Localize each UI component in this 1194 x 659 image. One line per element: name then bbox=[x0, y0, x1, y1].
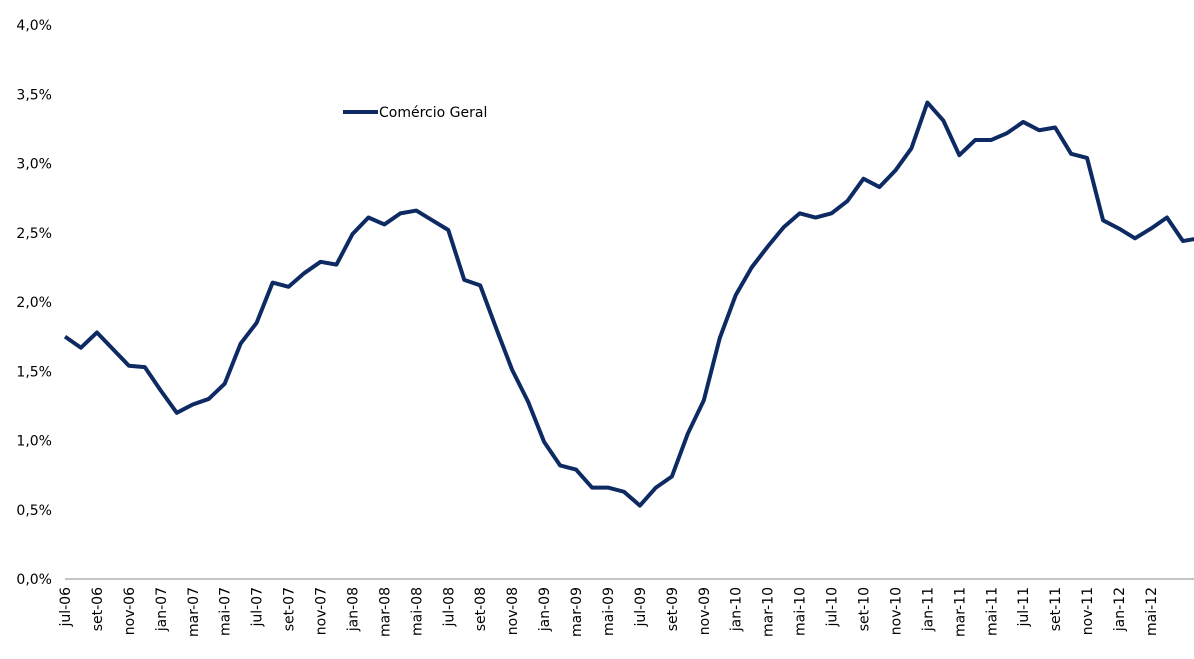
legend-label: Comércio Geral bbox=[379, 105, 487, 121]
y-tick-label: 1,5% bbox=[16, 364, 52, 380]
x-tick-label: jul-11 bbox=[1016, 587, 1032, 628]
x-tick-label: mai-12 bbox=[1144, 587, 1160, 636]
x-tick-label: jan-09 bbox=[537, 587, 553, 632]
x-tick-label: jul-06 bbox=[58, 587, 74, 628]
x-tick-label: jan-10 bbox=[729, 587, 745, 632]
x-tick-label: mar-08 bbox=[377, 587, 393, 637]
y-tick-label: 3,0% bbox=[16, 157, 52, 173]
x-tick-label: jul-07 bbox=[250, 587, 266, 628]
x-tick-label: mai-11 bbox=[984, 587, 1000, 636]
x-tick-label: mar-11 bbox=[952, 587, 968, 637]
x-tick-label: set-11 bbox=[1048, 587, 1064, 631]
x-tick-label: nov-11 bbox=[1080, 587, 1096, 635]
x-tick-label: jul-10 bbox=[825, 587, 841, 628]
x-tick-label: set-08 bbox=[473, 587, 489, 631]
x-tick-label: nov-07 bbox=[314, 587, 330, 635]
x-tick-label: mar-09 bbox=[569, 587, 585, 637]
x-tick-label: mai-09 bbox=[601, 587, 617, 636]
x-tick-label: set-06 bbox=[90, 587, 106, 631]
y-tick-label: 4,0% bbox=[16, 18, 52, 34]
x-tick-label: jan-07 bbox=[154, 587, 170, 632]
x-tick-label: set-10 bbox=[857, 587, 873, 631]
y-tick-label: 1,0% bbox=[16, 434, 52, 450]
x-tick-label: set-07 bbox=[282, 587, 298, 631]
x-tick-label: nov-08 bbox=[505, 587, 521, 635]
x-tick-label: mar-10 bbox=[761, 587, 777, 637]
x-tick-label: mai-10 bbox=[793, 587, 809, 636]
y-tick-label: 3,5% bbox=[16, 87, 52, 103]
x-tick-label: mar-07 bbox=[186, 587, 202, 637]
x-tick-label: mai-07 bbox=[218, 587, 234, 636]
y-tick-label: 0,5% bbox=[16, 503, 52, 519]
y-tick-label: 2,0% bbox=[16, 295, 52, 311]
x-tick-label: jan-08 bbox=[345, 587, 361, 632]
x-tick-label: jul-08 bbox=[441, 587, 457, 628]
x-tick-label: nov-06 bbox=[122, 587, 138, 635]
series-line bbox=[63, 100, 1194, 508]
x-tick-label: jul-09 bbox=[633, 587, 649, 628]
x-tick-label: mai-08 bbox=[409, 587, 425, 636]
y-tick-label: 2,5% bbox=[16, 226, 52, 242]
x-tick-label: nov-10 bbox=[888, 587, 904, 635]
x-tick-label: nov-09 bbox=[697, 587, 713, 635]
y-tick-label: 0,0% bbox=[16, 572, 52, 588]
x-tick-label: set-09 bbox=[665, 587, 681, 631]
x-tick-label: jan-11 bbox=[920, 587, 936, 632]
x-tick-label: jan-12 bbox=[1112, 587, 1128, 632]
